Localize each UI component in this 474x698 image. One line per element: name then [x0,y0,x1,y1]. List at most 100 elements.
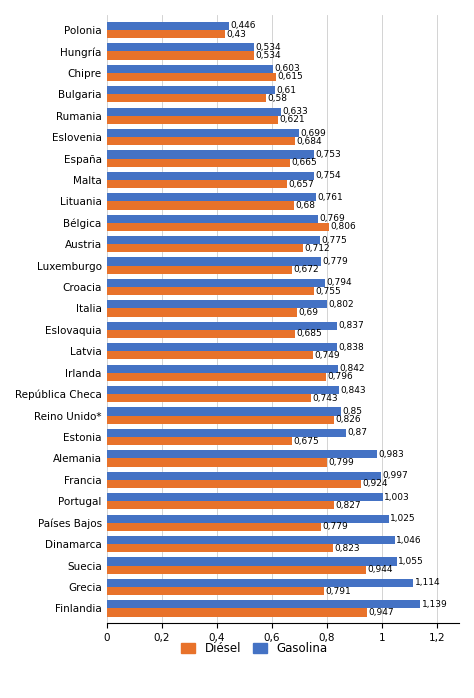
Text: 0,68: 0,68 [295,201,315,210]
Bar [107,565,366,574]
Bar [107,244,302,253]
Text: 1,046: 1,046 [396,535,421,544]
Bar [107,158,290,167]
Bar [107,30,225,38]
Bar [107,137,295,145]
Bar [107,514,389,523]
Text: 0,796: 0,796 [327,372,353,381]
Text: 0,823: 0,823 [335,544,360,553]
Bar [107,536,394,544]
Text: 0,712: 0,712 [304,244,329,253]
Text: 0,446: 0,446 [231,22,256,31]
Bar [107,287,314,295]
Bar [107,86,274,94]
Text: 0,61: 0,61 [276,86,296,95]
Text: 0,802: 0,802 [329,300,355,309]
Text: 0,779: 0,779 [322,522,348,531]
Bar [107,523,321,530]
Bar [107,22,229,30]
Bar [107,330,295,338]
Bar [107,172,314,180]
Bar [107,309,297,317]
Bar [107,193,316,201]
Bar [107,459,327,466]
Bar [107,180,288,188]
Text: 1,114: 1,114 [415,579,440,588]
Text: 0,794: 0,794 [327,279,352,288]
Text: 0,633: 0,633 [282,107,308,116]
Text: 0,685: 0,685 [297,329,322,339]
Text: 0,947: 0,947 [369,608,394,617]
Text: 1,003: 1,003 [384,493,410,502]
Text: 0,58: 0,58 [268,94,288,103]
Text: 0,755: 0,755 [316,287,342,296]
Text: 0,43: 0,43 [227,29,246,38]
Text: 0,997: 0,997 [383,471,408,480]
Text: 0,827: 0,827 [336,501,361,510]
Text: 0,675: 0,675 [294,436,319,445]
Bar [107,107,281,116]
Bar [107,450,377,459]
Text: 0,615: 0,615 [277,73,303,82]
Bar [107,65,273,73]
Text: 0,69: 0,69 [298,308,318,317]
Bar [107,215,319,223]
Text: 0,791: 0,791 [326,586,352,595]
Bar [107,343,337,351]
Text: 0,534: 0,534 [255,51,281,60]
Text: 0,749: 0,749 [314,351,340,360]
Bar [107,201,294,209]
Text: 0,837: 0,837 [338,321,364,330]
Bar [107,322,337,330]
Bar [107,558,397,565]
Text: 0,944: 0,944 [368,565,393,574]
Text: 0,779: 0,779 [322,257,348,266]
Bar [107,493,383,501]
Bar [107,480,361,488]
Legend: Diésel, Gasolina: Diésel, Gasolina [177,637,333,660]
Text: 0,775: 0,775 [321,236,347,244]
Bar [107,579,413,587]
Bar [107,73,276,81]
Text: 0,534: 0,534 [255,43,281,52]
Bar [107,150,314,158]
Bar [107,116,278,124]
Bar [107,129,299,137]
Text: 0,87: 0,87 [347,429,367,438]
Text: 0,983: 0,983 [379,450,404,459]
Bar [107,501,334,510]
Text: 0,665: 0,665 [291,158,317,167]
Text: 1,025: 1,025 [390,514,416,523]
Bar [107,223,328,231]
Text: 1,055: 1,055 [399,557,424,566]
Text: 0,753: 0,753 [315,150,341,159]
Bar [107,364,338,373]
Text: 0,826: 0,826 [336,415,361,424]
Text: 0,924: 0,924 [362,480,388,489]
Text: 0,806: 0,806 [330,223,356,231]
Bar [107,52,254,59]
Text: 0,85: 0,85 [342,407,362,416]
Bar [107,300,328,309]
Text: 0,843: 0,843 [340,385,366,394]
Text: 0,672: 0,672 [293,265,319,274]
Text: 0,743: 0,743 [312,394,338,403]
Bar [107,266,292,274]
Bar [107,437,292,445]
Bar [107,544,333,552]
Bar [107,373,326,381]
Text: 1,139: 1,139 [421,600,447,609]
Bar [107,415,334,424]
Bar [107,279,325,287]
Text: 0,799: 0,799 [328,458,354,467]
Text: 0,699: 0,699 [301,128,326,138]
Bar [107,408,341,415]
Bar [107,472,381,480]
Bar [107,609,367,616]
Bar [107,429,346,437]
Bar [107,386,339,394]
Text: 0,603: 0,603 [274,64,300,73]
Text: 0,769: 0,769 [319,214,346,223]
Bar [107,43,254,52]
Bar [107,236,320,244]
